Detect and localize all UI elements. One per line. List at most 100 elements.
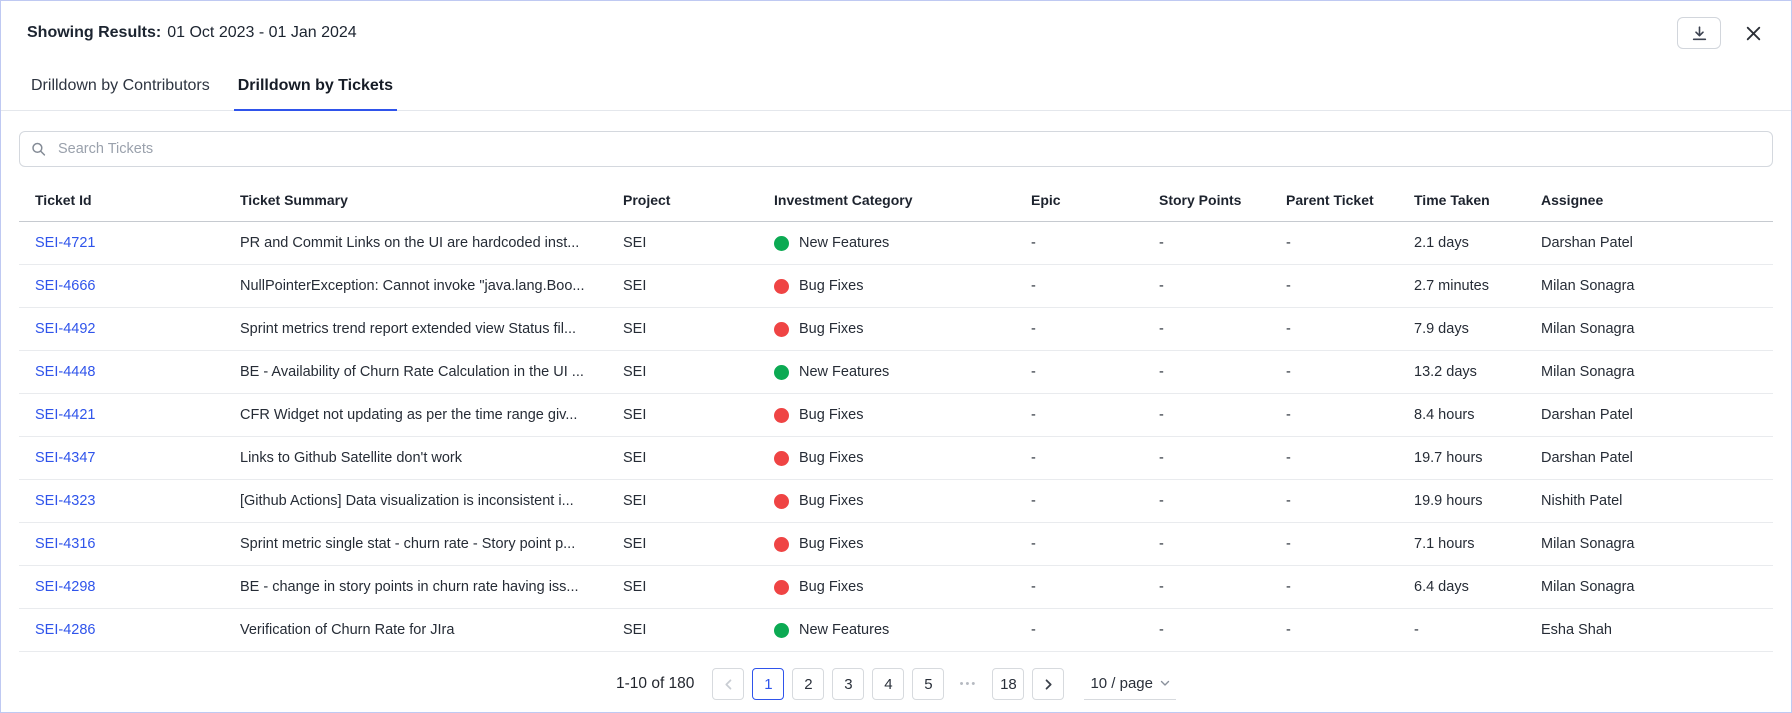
page-button-1[interactable]: 1	[752, 668, 785, 700]
ticket-link[interactable]: SEI-4421	[35, 407, 96, 423]
category-dot-icon	[774, 579, 789, 595]
ticket-assignee: Nishith Patel	[1525, 479, 1773, 523]
column-header-story-points: Story Points	[1143, 177, 1270, 222]
ticket-story-points: -	[1143, 221, 1270, 265]
ticket-story-points: -	[1143, 307, 1270, 351]
column-header-parent-ticket: Parent Ticket	[1270, 177, 1398, 222]
ticket-time-taken: 7.9 days	[1398, 307, 1525, 351]
tab-drilldown-by-contributors[interactable]: Drilldown by Contributors	[31, 77, 210, 94]
ticket-project: SEI	[607, 522, 758, 566]
ticket-time-taken: 19.7 hours	[1398, 436, 1525, 480]
ticket-project: SEI	[607, 436, 758, 480]
ticket-link[interactable]: SEI-4347	[35, 450, 96, 466]
ticket-assignee: Milan Sonagra	[1525, 307, 1773, 351]
ticket-link[interactable]: SEI-4298	[35, 579, 96, 595]
investment-category: Bug Fixes	[774, 278, 999, 294]
chevron-down-icon	[1160, 678, 1170, 688]
page-button-4[interactable]: 4	[872, 668, 905, 700]
ticket-summary: BE - Availability of Churn Rate Calculat…	[224, 350, 607, 394]
ticket-project: SEI	[607, 393, 758, 437]
ticket-assignee: Darshan Patel	[1525, 436, 1773, 480]
ticket-parent: -	[1270, 565, 1398, 609]
results-summary: Showing Results: 01 Oct 2023 - 01 Jan 202…	[27, 24, 357, 42]
investment-category: New Features	[774, 364, 999, 380]
pagination-ellipsis: •••	[952, 668, 985, 700]
ticket-epic: -	[1015, 393, 1143, 437]
category-label: Bug Fixes	[799, 278, 864, 294]
ticket-epic: -	[1015, 264, 1143, 308]
ticket-time-taken: 13.2 days	[1398, 350, 1525, 394]
page-button-5[interactable]: 5	[912, 668, 945, 700]
page-button-2[interactable]: 2	[792, 668, 825, 700]
table-row: SEI-4721 PR and Commit Links on the UI a…	[19, 221, 1773, 265]
download-button[interactable]	[1677, 17, 1721, 49]
ticket-epic: -	[1015, 307, 1143, 351]
download-icon	[1692, 25, 1706, 40]
investment-category: Bug Fixes	[774, 321, 999, 337]
search-icon	[31, 142, 46, 157]
close-button[interactable]	[1741, 21, 1765, 45]
ticket-link[interactable]: SEI-4286	[35, 622, 96, 638]
page-button-3[interactable]: 3	[832, 668, 865, 700]
table-row: SEI-4347 Links to Github Satellite don't…	[19, 436, 1773, 480]
category-dot-icon	[774, 536, 789, 552]
prev-page-button[interactable]	[712, 668, 745, 700]
tab-drilldown-by-tickets[interactable]: Drilldown by Tickets	[233, 71, 398, 111]
table-row: SEI-4666 NullPointerException: Cannot in…	[19, 264, 1773, 308]
investment-category: Bug Fixes	[774, 407, 999, 423]
ticket-assignee: Milan Sonagra	[1525, 264, 1773, 308]
category-label: Bug Fixes	[799, 536, 864, 552]
investment-category: New Features	[774, 622, 999, 638]
column-header-epic: Epic	[1015, 177, 1143, 222]
ticket-time-taken: 7.1 hours	[1398, 522, 1525, 566]
ticket-summary: NullPointerException: Cannot invoke "jav…	[224, 264, 607, 308]
ticket-assignee: Milan Sonagra	[1525, 522, 1773, 566]
ticket-story-points: -	[1143, 393, 1270, 437]
ticket-assignee: Darshan Patel	[1525, 393, 1773, 437]
ticket-link[interactable]: SEI-4492	[35, 321, 96, 337]
close-icon	[1746, 26, 1760, 40]
ticket-link[interactable]: SEI-4666	[35, 278, 96, 294]
ticket-link[interactable]: SEI-4721	[35, 235, 96, 251]
ticket-project: SEI	[607, 307, 758, 351]
ticket-story-points: -	[1143, 350, 1270, 394]
ticket-summary: PR and Commit Links on the UI are hardco…	[224, 221, 607, 265]
ticket-parent: -	[1270, 350, 1398, 394]
ticket-summary: Links to Github Satellite don't work	[224, 436, 607, 480]
search-input[interactable]	[19, 131, 1773, 167]
page-size-select[interactable]: 10 / page	[1084, 669, 1176, 700]
chevron-right-icon	[1045, 678, 1052, 690]
ticket-parent: -	[1270, 393, 1398, 437]
ticket-time-taken: 2.7 minutes	[1398, 264, 1525, 308]
ticket-assignee: Esha Shah	[1525, 608, 1773, 652]
ticket-parent: -	[1270, 264, 1398, 308]
page-size-label: 10 / page	[1090, 674, 1153, 692]
ticket-link[interactable]: SEI-4316	[35, 536, 96, 552]
table-row: SEI-4323 [Github Actions] Data visualiza…	[19, 479, 1773, 523]
ticket-summary: Sprint metric single stat - churn rate -…	[224, 522, 607, 566]
ticket-time-taken: 6.4 days	[1398, 565, 1525, 609]
ticket-epic: -	[1015, 479, 1143, 523]
ticket-project: SEI	[607, 221, 758, 265]
tab-bar: Drilldown by Contributors Drilldown by T…	[1, 71, 1791, 111]
ticket-link[interactable]: SEI-4448	[35, 364, 96, 380]
category-dot-icon	[774, 493, 789, 509]
column-header-assignee: Assignee	[1525, 177, 1773, 222]
ticket-link[interactable]: SEI-4323	[35, 493, 96, 509]
column-header-time-taken: Time Taken	[1398, 177, 1525, 222]
page-button-18[interactable]: 18	[992, 668, 1025, 700]
next-page-button[interactable]	[1032, 668, 1065, 700]
ticket-time-taken: -	[1398, 608, 1525, 652]
ticket-epic: -	[1015, 221, 1143, 265]
category-label: New Features	[799, 235, 890, 251]
category-label: Bug Fixes	[799, 321, 864, 337]
category-dot-icon	[774, 407, 789, 423]
ticket-time-taken: 19.9 hours	[1398, 479, 1525, 523]
ticket-summary: CFR Widget not updating as per the time …	[224, 393, 607, 437]
ticket-project: SEI	[607, 565, 758, 609]
ticket-summary: Verification of Churn Rate for JIra	[224, 608, 607, 652]
date-range: 01 Oct 2023 - 01 Jan 2024	[167, 24, 357, 41]
investment-category: Bug Fixes	[774, 536, 999, 552]
ticket-parent: -	[1270, 221, 1398, 265]
